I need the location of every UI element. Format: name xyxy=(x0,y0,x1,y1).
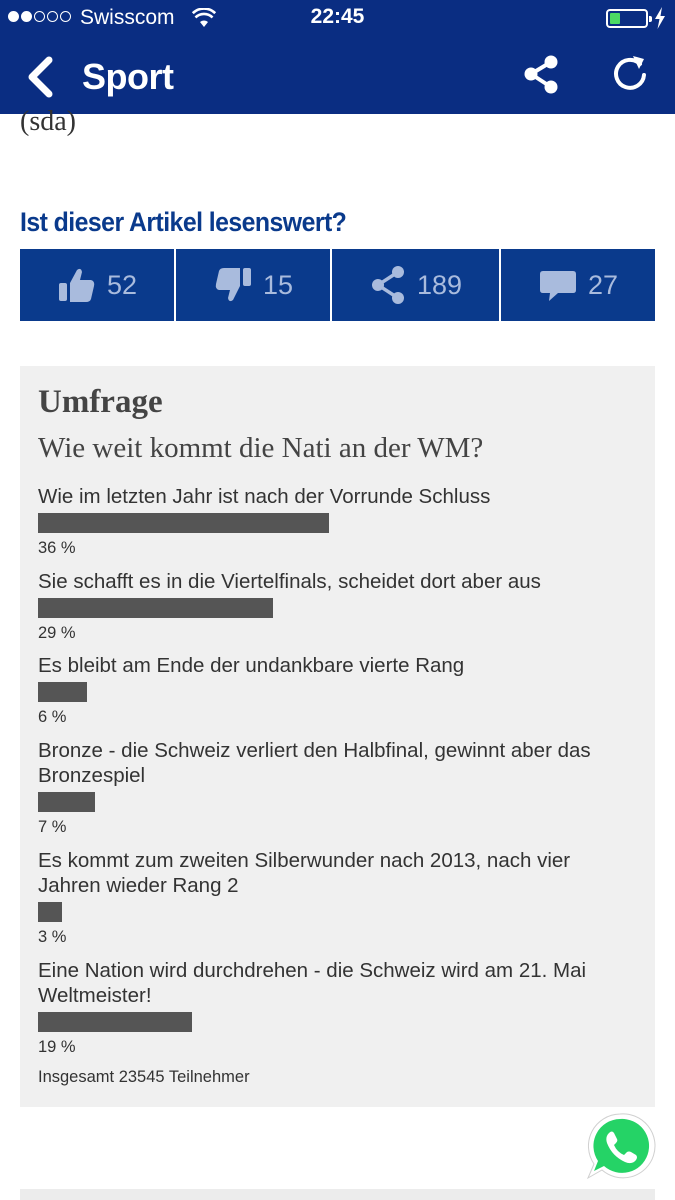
poll-option[interactable]: Es kommt zum zweiten Silberwunder nach 2… xyxy=(38,848,638,947)
poll-option[interactable]: Eine Nation wird durchdrehen - die Schwe… xyxy=(38,958,638,1057)
article-source: (sda) xyxy=(20,106,76,137)
poll-option-percent: 36 % xyxy=(38,539,76,557)
poll-option-text: Wie im letzten Jahr ist nach der Vorrund… xyxy=(38,485,491,508)
dislike-count: 15 xyxy=(262,269,294,300)
poll-option-text: Eine Nation wird durchdrehen - die Schwe… xyxy=(38,959,587,1007)
share-count: 189 xyxy=(416,269,463,300)
poll-option-text: Sie schafft es in die Viertelfinals, sch… xyxy=(38,570,541,593)
like-count: 52 xyxy=(106,269,138,300)
poll-option-percent: 3 % xyxy=(38,928,67,946)
poll-option-percent: 29 % xyxy=(38,624,76,642)
share-count-button[interactable]: 189 xyxy=(332,249,499,321)
poll-title: Umfrage xyxy=(38,384,163,420)
rating-bar: 52 15 189 27 xyxy=(20,249,655,321)
poll-option[interactable]: Wie im letzten Jahr ist nach der Vorrund… xyxy=(38,484,638,558)
next-section xyxy=(20,1189,655,1200)
poll-option-text: Es kommt zum zweiten Silberwunder nach 2… xyxy=(38,849,571,897)
poll-total-participants: Insgesamt 23545 Teilnehmer xyxy=(38,1068,250,1086)
poll-option[interactable]: Bronze - die Schweiz verliert den Halbfi… xyxy=(38,738,638,837)
poll-box: Umfrage Wie weit kommt die Nati an der W… xyxy=(20,366,655,1107)
wifi-icon xyxy=(192,8,216,27)
poll-option-bar xyxy=(38,792,95,812)
page-title: Sport xyxy=(82,56,174,97)
charging-bolt-icon xyxy=(655,7,665,29)
comments-button[interactable]: 27 xyxy=(501,249,655,321)
thumbs-up-icon xyxy=(58,268,95,302)
carrier-name: Swisscom xyxy=(80,6,175,29)
comment-count: 27 xyxy=(587,269,619,300)
poll-option-bar xyxy=(38,598,273,618)
battery-icon xyxy=(606,9,652,28)
signal-strength-icon xyxy=(8,11,71,22)
poll-option-percent: 7 % xyxy=(38,818,67,836)
poll-option-bar xyxy=(38,1012,192,1032)
poll-option-percent: 6 % xyxy=(38,708,67,726)
poll-option[interactable]: Es bleibt am Ende der undankbare vierte … xyxy=(38,653,638,727)
comment-icon xyxy=(539,271,576,301)
top-bar: Swisscom 22:45 Sport xyxy=(0,0,675,114)
poll-option-percent: 19 % xyxy=(38,1038,76,1056)
status-time: 22:45 xyxy=(310,5,365,28)
dislike-button[interactable]: 15 xyxy=(176,249,330,321)
poll-option-text: Bronze - die Schweiz verliert den Halbfi… xyxy=(38,739,591,787)
share-icon xyxy=(371,266,404,304)
share-icon[interactable] xyxy=(520,53,564,97)
status-bar: Swisscom 22:45 xyxy=(0,0,675,38)
poll-option-bar xyxy=(38,513,329,533)
poll-option[interactable]: Sie schafft es in die Viertelfinals, sch… xyxy=(38,569,638,643)
rating-heading: Ist dieser Artikel lesenswert? xyxy=(20,207,347,237)
poll-option-text: Es bleibt am Ende der undankbare vierte … xyxy=(38,654,465,677)
whatsapp-icon[interactable] xyxy=(580,1106,660,1186)
back-chevron-icon[interactable] xyxy=(22,54,58,100)
thumbs-down-icon xyxy=(215,268,251,302)
poll-question: Wie weit kommt die Nati an der WM? xyxy=(38,432,484,464)
poll-option-bar xyxy=(38,682,87,702)
poll-option-bar xyxy=(38,902,62,922)
like-button[interactable]: 52 xyxy=(20,249,174,321)
refresh-icon[interactable] xyxy=(608,53,652,97)
